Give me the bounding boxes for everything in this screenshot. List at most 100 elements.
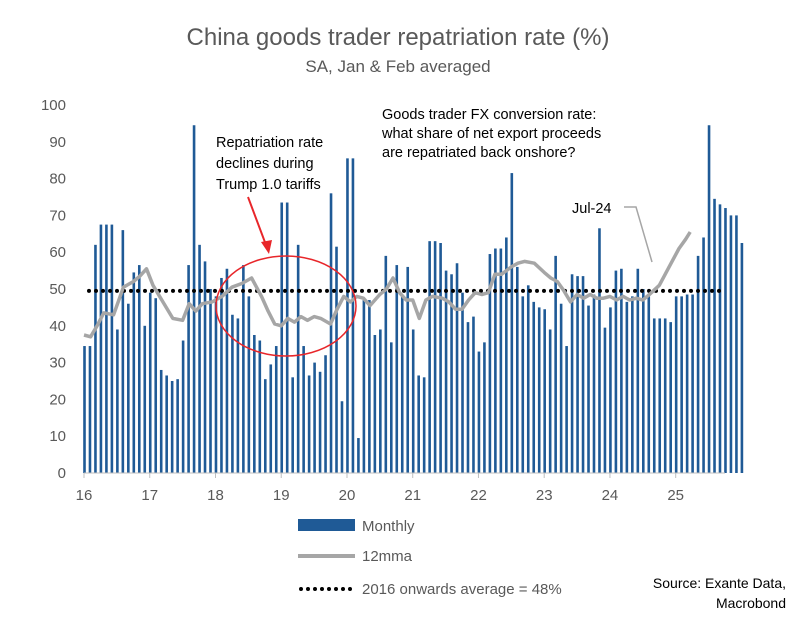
monthly-bar	[247, 296, 251, 473]
monthly-bar	[99, 224, 103, 473]
y-tick-label: 90	[49, 134, 66, 151]
monthly-bar	[652, 318, 656, 473]
monthly-bar	[422, 377, 426, 473]
monthly-bar	[379, 329, 382, 473]
y-axis-ticks: 0 10 20 30 40 50 60 70 80 90 100	[41, 97, 66, 482]
monthly-bar	[203, 261, 207, 473]
y-tick-label: 70	[49, 207, 66, 224]
right-note-line-3: are repatriated back onshore?	[382, 145, 575, 161]
monthly-bar	[263, 379, 267, 473]
monthly-bar	[477, 351, 481, 473]
monthly-bar	[740, 243, 744, 473]
legend-monthly-label: Monthly	[362, 518, 415, 535]
monthly-bar	[170, 381, 174, 473]
x-tick-label: 23	[536, 487, 553, 504]
monthly-bar	[631, 296, 634, 473]
monthly-bar	[154, 298, 158, 473]
monthly-bar	[181, 340, 185, 473]
x-tick-label: 19	[273, 487, 290, 504]
x-tick-label: 24	[602, 487, 619, 504]
monthly-bar	[713, 198, 716, 473]
monthly-bar	[296, 244, 300, 473]
monthly-bar	[647, 296, 651, 473]
monthly-bar	[724, 208, 727, 474]
monthly-bar	[505, 237, 508, 473]
monthly-bar	[121, 230, 125, 473]
monthly-bar	[691, 294, 694, 473]
monthly-bar	[658, 318, 662, 473]
legend: Monthly 12mma 2016 onwards average = 48%	[298, 518, 562, 598]
monthly-bar	[274, 346, 278, 473]
monthly-bar	[368, 300, 371, 473]
monthly-bar	[302, 346, 305, 473]
monthly-bar	[669, 322, 672, 473]
monthly-bar	[236, 318, 240, 473]
chart-subtitle: SA, Jan & Feb averaged	[305, 57, 490, 76]
monthly-bars	[83, 125, 744, 474]
monthly-bar	[187, 265, 190, 473]
monthly-bar	[702, 237, 705, 473]
monthly-bar	[400, 296, 404, 473]
monthly-bar	[176, 379, 179, 473]
monthly-bar	[280, 202, 284, 473]
monthly-bar	[143, 325, 147, 473]
monthly-bar	[614, 270, 618, 473]
monthly-bar	[685, 294, 689, 473]
monthly-bar	[198, 244, 201, 473]
monthly-bar	[488, 254, 492, 473]
monthly-bar	[83, 346, 86, 473]
monthly-bar	[494, 248, 497, 473]
x-tick-label: 16	[76, 487, 93, 504]
monthly-bar	[433, 241, 437, 473]
monthly-bar	[598, 228, 601, 473]
monthly-bar	[603, 327, 607, 473]
monthly-bar	[110, 224, 114, 473]
monthly-bar	[137, 265, 141, 473]
x-tick-label: 18	[207, 487, 224, 504]
monthly-bar	[428, 241, 431, 473]
monthly-bar	[587, 305, 590, 473]
monthly-bar	[450, 274, 453, 473]
monthly-bar	[346, 158, 349, 474]
jul24-label: Jul-24	[572, 201, 612, 217]
red-arrow	[247, 196, 267, 246]
monthly-bar	[680, 296, 683, 473]
x-axis-ticks: 16 17 18 19 20 21 22 23 24 25	[76, 473, 684, 504]
monthly-bar	[313, 362, 316, 473]
legend-monthly-swatch	[298, 519, 355, 531]
monthly-bar	[116, 329, 119, 473]
monthly-bar	[641, 289, 645, 473]
monthly-bar	[663, 318, 667, 473]
monthly-bar	[576, 276, 579, 473]
monthly-bar	[351, 158, 355, 474]
chart-title: China goods trader repatriation rate (%)	[187, 24, 610, 51]
monthly-bar	[335, 246, 338, 473]
monthly-bar	[127, 303, 130, 473]
monthly-bar	[384, 255, 388, 473]
legend-average-label: 2016 onwards average = 48%	[362, 581, 562, 598]
monthly-bar	[707, 125, 711, 474]
monthly-bar	[537, 307, 541, 473]
right-note-line-1: Goods trader FX conversion rate:	[382, 107, 596, 123]
monthly-bar	[242, 265, 245, 473]
monthly-bar	[357, 438, 360, 473]
monthly-bar	[269, 364, 273, 473]
jul24-pointer	[624, 206, 653, 263]
monthly-bar	[620, 268, 623, 473]
monthly-bar	[209, 289, 212, 473]
monthly-bar	[165, 375, 168, 473]
monthly-bar	[581, 276, 585, 473]
y-tick-label: 20	[49, 391, 66, 408]
y-tick-label: 50	[49, 281, 66, 298]
left-note-line-2: declines during	[216, 156, 314, 172]
monthly-bar	[105, 224, 108, 473]
monthly-bar	[729, 215, 733, 473]
monthly-bar	[324, 355, 327, 473]
monthly-bar	[548, 329, 552, 473]
monthly-bar	[148, 292, 152, 473]
monthly-bar	[340, 401, 344, 473]
red-arrow-head	[261, 240, 272, 254]
monthly-bar	[291, 377, 294, 473]
monthly-bar	[521, 296, 525, 473]
x-tick-label: 25	[667, 487, 684, 504]
